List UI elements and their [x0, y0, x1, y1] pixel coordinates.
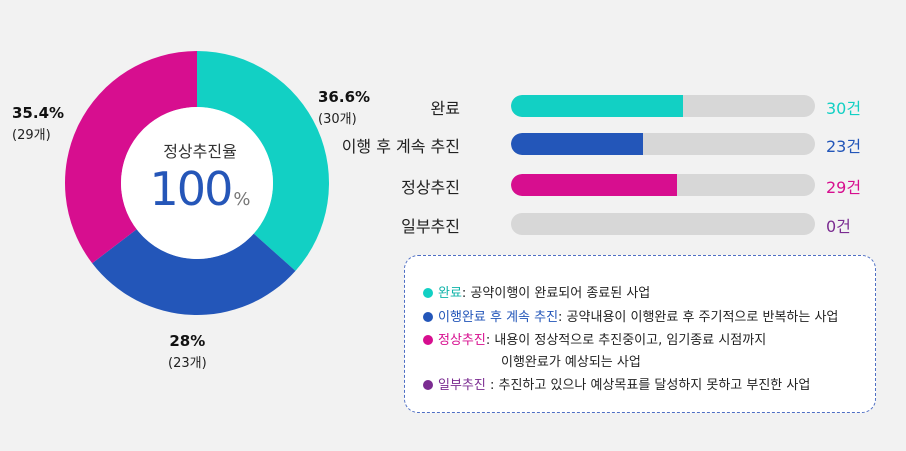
bar-value-label: 29건	[826, 178, 862, 197]
bar-row-completed: 완료 30건	[360, 92, 880, 120]
slice-count: (30개)	[318, 112, 357, 127]
bar-track	[511, 213, 815, 235]
bar-fill	[511, 133, 643, 155]
bar-value-label: 30건	[826, 99, 862, 118]
bar-row-normal: 정상추진 29건	[360, 171, 880, 199]
slice-label-continuing: 28% (23개)	[168, 332, 207, 371]
legend-desc: : 추진하고 있으나 예상목표를 달성하지 못하고 부진한 사업	[485, 378, 811, 393]
legend-dot	[423, 288, 433, 298]
legend-item-partial: 일부추진 : 추진하고 있으나 예상목표를 달성하지 못하고 부진한 사업	[423, 374, 810, 393]
donut-slices	[64, 51, 329, 315]
center-value: 100	[149, 162, 234, 216]
donut-hole	[121, 107, 273, 259]
bar-fill	[511, 174, 678, 196]
legend-term: 일부추진	[438, 378, 486, 393]
bar-fill	[511, 95, 684, 117]
slice-continuing	[92, 229, 296, 315]
slice-label-completed: 36.6% (30개)	[318, 88, 370, 127]
slice-pct: 35.4%	[12, 104, 65, 122]
bar-label: 이행 후 계속 추진	[341, 137, 460, 156]
legend-term: 정상추진	[438, 333, 486, 348]
slice-pct: 28%	[169, 332, 206, 350]
donut-center: 정상추진율 100%	[110, 138, 290, 216]
legend-dot	[423, 335, 433, 345]
bar-track	[511, 133, 815, 155]
bar-row-partial: 일부추진 0건	[360, 210, 880, 238]
legend-dot	[423, 380, 433, 390]
legend-item-continuing: 이행완료 후 계속 추진: 공약내용이 이행완료 후 주기적으로 반복하는 사업	[423, 306, 838, 325]
bar-label: 일부추진	[401, 217, 460, 236]
bar-label: 정상추진	[401, 178, 460, 197]
legend-term: 완료	[438, 286, 462, 301]
bar-value-label: 23건	[826, 137, 862, 156]
bar-label: 완료	[430, 99, 460, 118]
legend-desc: : 내용이 정상적으로 추진중이고, 임기종료 시점까지	[485, 333, 767, 348]
slice-pct: 36.6%	[318, 88, 371, 106]
legend-dot	[423, 312, 433, 322]
center-unit: %	[233, 189, 251, 210]
slice-completed	[197, 51, 329, 271]
donut-chart	[64, 51, 329, 315]
center-title: 정상추진율	[163, 142, 237, 161]
slice-label-normal: 35.4% (29개)	[12, 104, 64, 143]
bar-row-continuing: 이행 후 계속 추진 23건	[342, 130, 880, 158]
legend-box: 완료: 공약이행이 완료되어 종료된 사업 이행완료 후 계속 추진: 공약내용…	[404, 255, 876, 413]
legend-desc: : 공약이행이 완료되어 종료된 사업	[461, 286, 651, 301]
slice-count: (23개)	[168, 356, 207, 371]
slice-count: (29개)	[12, 128, 51, 143]
legend-term: 이행완료 후 계속 추진	[438, 310, 559, 325]
legend-desc: : 공약내용이 이행완료 후 주기적으로 반복하는 사업	[558, 310, 839, 325]
legend-desc-continued: 이행완료가 예상되는 사업	[501, 355, 641, 370]
slice-normal	[64, 51, 197, 264]
legend-item-normal: 정상추진: 내용이 정상적으로 추진중이고, 임기종료 시점까지	[423, 329, 766, 348]
bar-track	[511, 95, 815, 117]
bar-track	[511, 174, 815, 196]
legend-item-completed: 완료: 공약이행이 완료되어 종료된 사업	[423, 282, 650, 301]
bar-value-label: 0건	[826, 217, 851, 236]
